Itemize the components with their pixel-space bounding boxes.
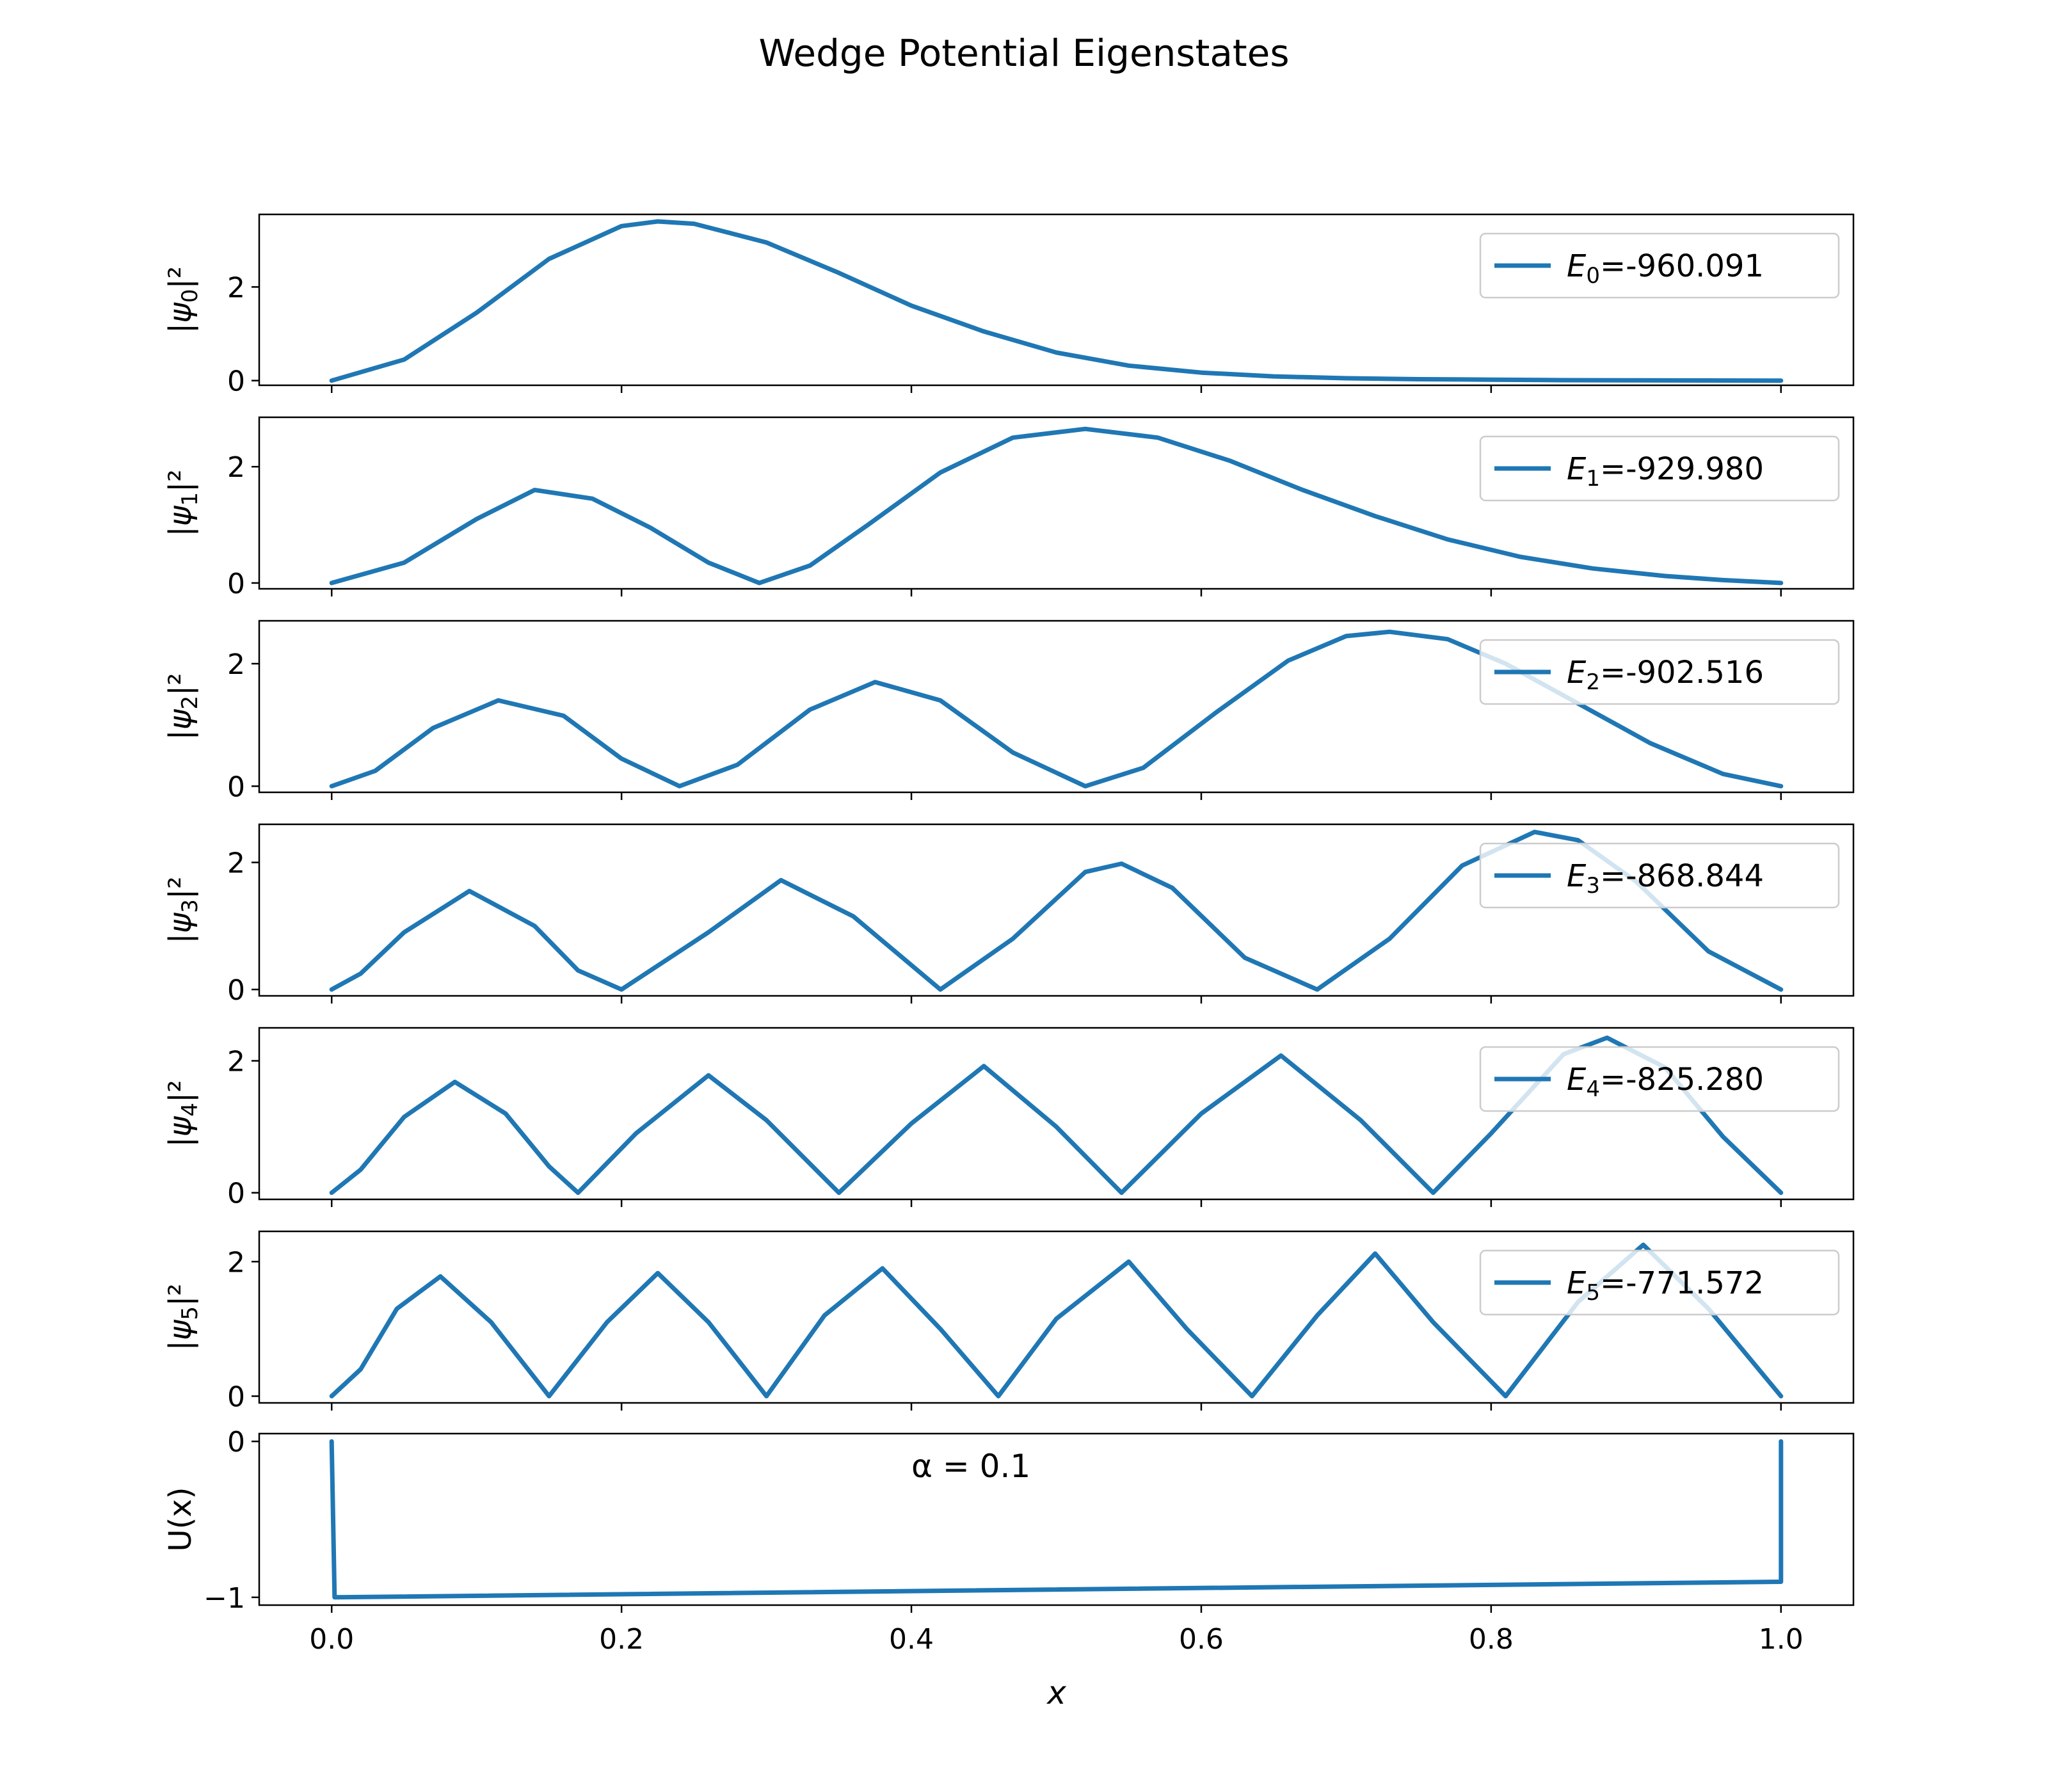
legend-label-4: E4=-825.280: [1567, 1062, 1764, 1102]
x-tick-label: 0.4: [889, 1623, 934, 1656]
legend-box-2: [1479, 639, 1840, 705]
y-tick-label: 0: [227, 365, 245, 398]
y-tick-label: −1: [204, 1582, 245, 1615]
x-axis-label: x: [1046, 1674, 1066, 1711]
axes-frame-0: [258, 213, 1855, 387]
legend-box-5: [1479, 1249, 1840, 1316]
subplot-3: 0 2 |ψ3|² E3=-868.844: [163, 823, 1855, 1007]
y-axis-label-0: |ψ0|²: [163, 266, 203, 333]
y-tick-label: 2: [227, 451, 245, 484]
series-line-5: [329, 1242, 1784, 1398]
series-line-3: [329, 829, 1784, 992]
y-axis-label-6: U(x): [163, 1487, 198, 1552]
axes-frame-1: [258, 416, 1855, 590]
y-tick-label: 0: [227, 974, 245, 1007]
y-tick-label: 2: [227, 1246, 245, 1279]
subplot-1: 0 2 |ψ1|² E1=-929.980: [163, 416, 1855, 600]
legend-label-2: E2=-902.516: [1567, 655, 1764, 695]
x-tick-label: 0.8: [1469, 1623, 1514, 1656]
y-axis-label-3: |ψ3|²: [163, 877, 203, 944]
legend-box-3: [1479, 842, 1840, 909]
subplot-2: 0 2 |ψ2|² E2=-902.516: [163, 620, 1855, 803]
subplot-5: 0 2 |ψ5|² E5=-771.572: [163, 1230, 1855, 1413]
y-tick-label: 2: [227, 847, 245, 880]
y-tick-label: 0: [227, 1380, 245, 1413]
subplot-0: 0 2 |ψ0|² E0=-960.091: [163, 213, 1855, 398]
y-tick-label: 2: [227, 1046, 245, 1078]
axes-frame-6: [258, 1432, 1855, 1606]
figure-title: Wedge Potential Eigenstates: [758, 31, 1289, 75]
y-tick-label: 0: [227, 1426, 245, 1459]
x-tick-label: 0.2: [599, 1623, 644, 1656]
y-tick-label: 0: [227, 568, 245, 600]
series-line-0: [329, 219, 1784, 383]
y-tick-label: 2: [227, 271, 245, 304]
x-tick-label: 0.0: [309, 1623, 354, 1656]
alpha-annotation: α = 0.1: [911, 1448, 1030, 1485]
legend-box-4: [1479, 1046, 1840, 1112]
y-tick-label: 0: [227, 1178, 245, 1210]
legend-label-0: E0=-960.091: [1567, 248, 1764, 289]
axes-frame-4: [258, 1027, 1855, 1201]
y-axis-label-4: |ψ4|²: [163, 1080, 203, 1148]
axes-frame-5: [258, 1230, 1855, 1404]
y-axis-label-5: |ψ5|²: [163, 1284, 203, 1351]
subplot-4: 0 2 |ψ4|² E4=-825.280: [163, 1027, 1855, 1210]
series-line-6: [329, 1439, 1784, 1600]
axes-frame-2: [258, 620, 1855, 794]
x-tick-label: 0.6: [1179, 1623, 1224, 1656]
y-axis-label-2: |ψ2|²: [163, 673, 203, 740]
legend-box-1: [1479, 435, 1840, 502]
legend-label-5: E5=-771.572: [1567, 1265, 1764, 1306]
legend-label-3: E3=-868.844: [1567, 858, 1764, 899]
subplot-6: 0.0 0.2 0.4 0.6 0.8 1.0 0 −1U(x) α = 0.1: [163, 1426, 1855, 1656]
x-tick-label: 1.0: [1759, 1623, 1804, 1656]
legend-box-0: [1479, 232, 1840, 299]
axes-frame-3: [258, 823, 1855, 997]
y-tick-label: 2: [227, 648, 245, 681]
series-line-1: [329, 426, 1784, 586]
y-tick-label: 0: [227, 771, 245, 803]
legend-label-1: E1=-929.980: [1567, 451, 1764, 492]
y-axis-label-1: |ψ1|²: [163, 470, 203, 537]
